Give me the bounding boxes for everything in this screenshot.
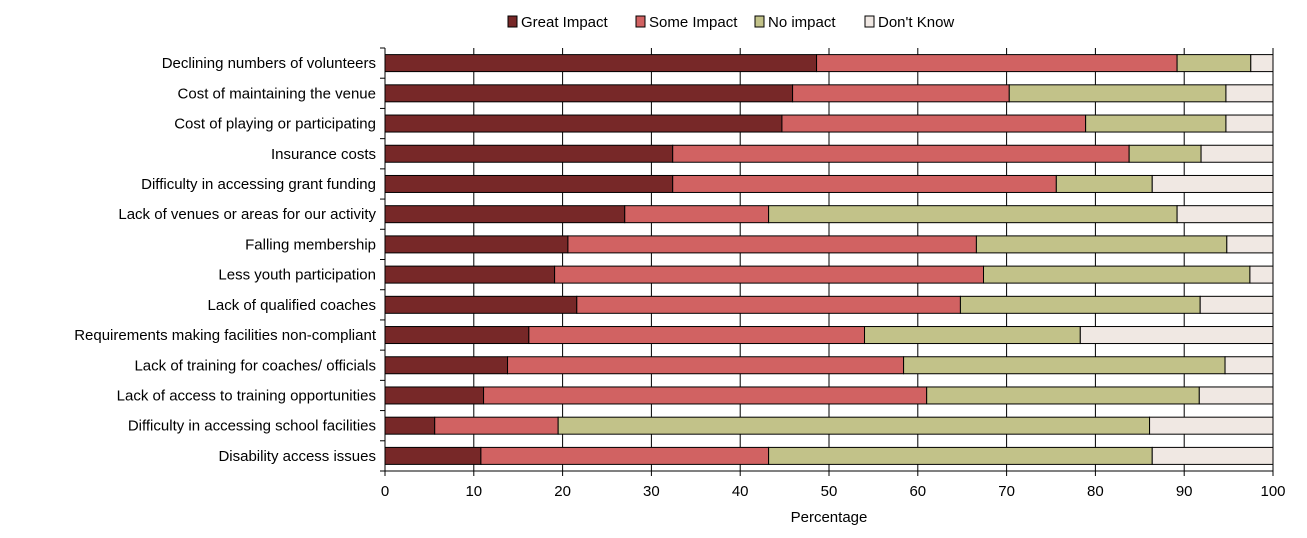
x-tick-label: 90 (1176, 483, 1193, 500)
bar-some-impact-requirements-making-facilities-non-compliant (528, 326, 866, 345)
bar-no-impact-lack-of-venues-or-areas-for-our-activity (768, 205, 1178, 224)
x-axis-title: Percentage (791, 509, 868, 526)
bar-great-impact-disability-access-issues (384, 446, 482, 465)
category-label: Cost of playing or participating (174, 116, 376, 133)
legend-label-don-t-know: Don't Know (878, 14, 954, 31)
category-label: Falling membership (245, 236, 376, 253)
bar-don-t-know-difficulty-in-accessing-grant-funding (1151, 174, 1274, 193)
x-tick-label: 50 (821, 483, 838, 500)
bar-great-impact-lack-of-qualified-coaches (384, 295, 578, 314)
bar-no-impact-lack-of-training-for-coaches-officials (903, 356, 1226, 375)
bar-no-impact-cost-of-maintaining-the-venue (1008, 84, 1227, 103)
legend-label-no-impact: No impact (768, 14, 836, 31)
bar-no-impact-cost-of-playing-or-participating (1085, 114, 1227, 133)
category-label: Declining numbers of volunteers (162, 55, 376, 72)
gridlines (473, 48, 1274, 471)
category-label: Requirements making facilities non-compl… (74, 327, 377, 344)
category-label: Lack of qualified coaches (208, 297, 376, 314)
bar-don-t-know-difficulty-in-accessing-school-facilities (1149, 416, 1274, 435)
bar-great-impact-falling-membership (384, 235, 569, 254)
bar-some-impact-falling-membership (567, 235, 977, 254)
bar-don-t-know-lack-of-venues-or-areas-for-our-activity (1176, 205, 1274, 224)
x-tick-label: 10 (465, 483, 482, 500)
bar-don-t-know-falling-membership (1226, 235, 1274, 254)
bar-some-impact-declining-numbers-of-volunteers (816, 54, 1178, 73)
bar-great-impact-lack-of-training-for-coaches-officials (384, 356, 509, 375)
bar-no-impact-lack-of-qualified-coaches (959, 295, 1201, 314)
bar-don-t-know-requirements-making-facilities-non-compliant (1079, 326, 1274, 345)
bar-don-t-know-lack-of-qualified-coaches (1199, 295, 1274, 314)
bar-some-impact-cost-of-playing-or-participating (781, 114, 1087, 133)
axes (380, 47, 1274, 476)
bar-some-impact-difficulty-in-accessing-school-facilities (434, 416, 559, 435)
bar-some-impact-lack-of-venues-or-areas-for-our-activity (624, 205, 770, 224)
bar-don-t-know-lack-of-training-for-coaches-officials (1224, 356, 1274, 375)
bars (384, 54, 1274, 465)
bar-great-impact-lack-of-access-to-training-opportunities (384, 386, 485, 405)
bar-no-impact-declining-numbers-of-volunteers (1176, 54, 1252, 73)
category-label: Less youth participation (218, 267, 376, 284)
bar-great-impact-cost-of-maintaining-the-venue (384, 84, 794, 103)
x-tick-label: 60 (909, 483, 926, 500)
bar-don-t-know-disability-access-issues (1151, 446, 1274, 465)
bar-some-impact-lack-of-qualified-coaches (576, 295, 961, 314)
x-tick-label: 40 (732, 483, 749, 500)
bar-some-impact-cost-of-maintaining-the-venue (792, 84, 1010, 103)
bar-some-impact-lack-of-training-for-coaches-officials (507, 356, 905, 375)
bar-great-impact-insurance-costs (384, 144, 674, 163)
bar-no-impact-difficulty-in-accessing-grant-funding (1055, 174, 1153, 193)
x-axis-tick-labels: 0 10 20 30 40 50 60 70 80 90 100 (381, 483, 1286, 500)
x-tick-label: 100 (1260, 483, 1285, 500)
bar-some-impact-insurance-costs (672, 144, 1130, 163)
bar-great-impact-lack-of-venues-or-areas-for-our-activity (384, 205, 626, 224)
bar-some-impact-less-youth-participation (554, 265, 985, 284)
bar-don-t-know-insurance-costs (1200, 144, 1274, 163)
category-label: Insurance costs (271, 146, 376, 163)
bar-no-impact-disability-access-issues (768, 446, 1153, 465)
legend-label-great-impact: Great Impact (521, 14, 609, 31)
bar-great-impact-difficulty-in-accessing-school-facilities (384, 416, 436, 435)
x-tick-label: 20 (554, 483, 571, 500)
legend-swatch-no-impact (754, 15, 765, 28)
x-tick-label: 30 (643, 483, 660, 500)
category-label: Lack of access to training opportunities (117, 387, 376, 404)
legend-label-some-impact: Some Impact (649, 14, 738, 31)
bar-don-t-know-cost-of-playing-or-participating (1225, 114, 1274, 133)
legend-swatch-some-impact (635, 15, 646, 28)
bar-don-t-know-less-youth-participation (1249, 265, 1274, 284)
category-label: Lack of venues or areas for our activity (118, 206, 376, 223)
bar-no-impact-lack-of-access-to-training-opportunities (926, 386, 1200, 405)
bar-no-impact-difficulty-in-accessing-school-facilities (557, 416, 1151, 435)
y-axis-labels: Declining numbers of volunteers Cost of m… (74, 55, 377, 465)
bar-don-t-know-cost-of-maintaining-the-venue (1225, 84, 1274, 103)
bar-great-impact-requirements-making-facilities-non-compliant (384, 326, 530, 345)
legend-swatch-don-t-know (864, 15, 875, 28)
bar-no-impact-insurance-costs (1128, 144, 1202, 163)
x-tick-label: 80 (1087, 483, 1104, 500)
bar-great-impact-less-youth-participation (384, 265, 556, 284)
bar-great-impact-declining-numbers-of-volunteers (384, 54, 818, 73)
legend: Great Impact Some Impact No impact Don't Kn… (507, 14, 954, 31)
category-label: Disability access issues (218, 448, 376, 465)
bar-no-impact-requirements-making-facilities-non-compliant (864, 326, 1081, 345)
bar-no-impact-falling-membership (975, 235, 1228, 254)
category-label: Lack of training for coaches/ officials (134, 357, 376, 374)
category-label: Cost of maintaining the venue (178, 85, 376, 102)
bar-great-impact-cost-of-playing-or-participating (384, 114, 783, 133)
bar-don-t-know-lack-of-access-to-training-opportunities (1198, 386, 1274, 405)
bar-some-impact-difficulty-in-accessing-grant-funding (672, 174, 1057, 193)
bar-great-impact-difficulty-in-accessing-grant-funding (384, 174, 674, 193)
category-label: Difficulty in accessing school facilitie… (128, 418, 376, 435)
bar-some-impact-disability-access-issues (480, 446, 770, 465)
x-tick-label: 0 (381, 483, 389, 500)
legend-swatch-great-impact (507, 15, 518, 28)
x-tick-label: 70 (998, 483, 1015, 500)
bar-no-impact-less-youth-participation (983, 265, 1251, 284)
category-label: Difficulty in accessing grant funding (141, 176, 376, 193)
bar-some-impact-lack-of-access-to-training-opportunities (483, 386, 928, 405)
bar-don-t-know-declining-numbers-of-volunteers (1250, 54, 1274, 73)
